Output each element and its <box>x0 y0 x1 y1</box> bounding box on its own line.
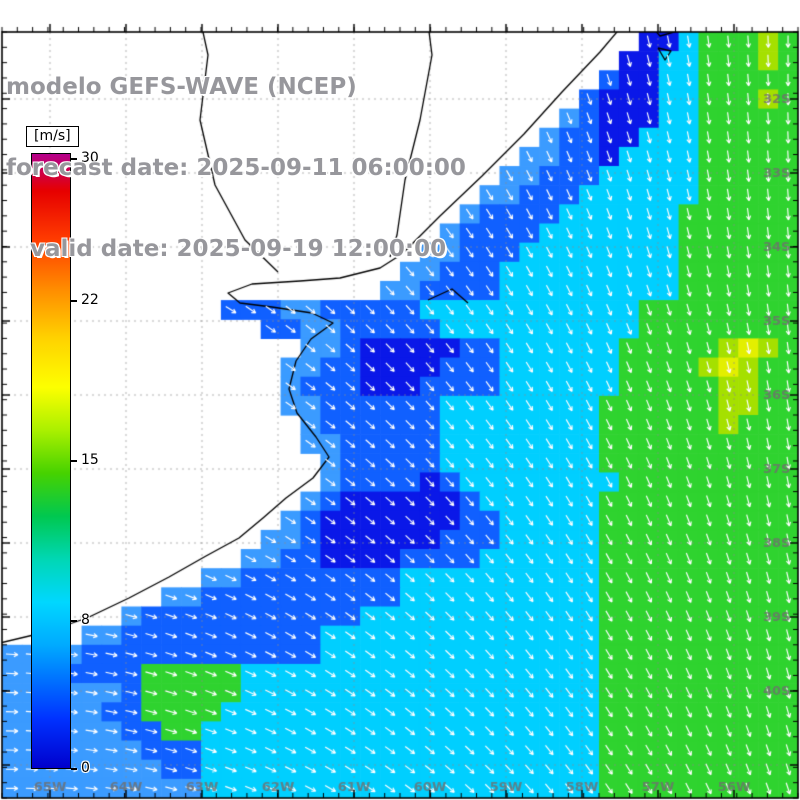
colorbar-tick-label: 0 <box>81 760 90 776</box>
model-title: modelo GEFS-WAVE (NCEP) <box>6 74 357 100</box>
colorbar-tickmark <box>71 158 77 161</box>
colorbar-tickmark <box>71 620 77 623</box>
colorbar-tick-label: 30 <box>81 150 99 167</box>
colorbar-tickmark <box>71 768 77 770</box>
colorbar-gradient <box>31 153 71 769</box>
colorbar-tick-label: 22 <box>81 291 99 308</box>
colorbar-tick-label: 8 <box>81 612 90 629</box>
colorbar-tickmark <box>71 460 77 462</box>
forecast-date: forecast date: 2025-09-11 06:00:00 <box>6 155 466 181</box>
colorbar: [m/s] 30 22 15 8 0 <box>26 126 136 786</box>
map-title-block: modelo GEFS-WAVE (NCEP) forecast date: 2… <box>6 20 466 317</box>
colorbar-unit-label: [m/s] <box>26 126 79 147</box>
colorbar-tickmark <box>71 299 77 302</box>
valid-date: valid date: 2025-09-19 12:00:00 <box>6 236 447 262</box>
colorbar-tick-label: 15 <box>81 452 99 468</box>
